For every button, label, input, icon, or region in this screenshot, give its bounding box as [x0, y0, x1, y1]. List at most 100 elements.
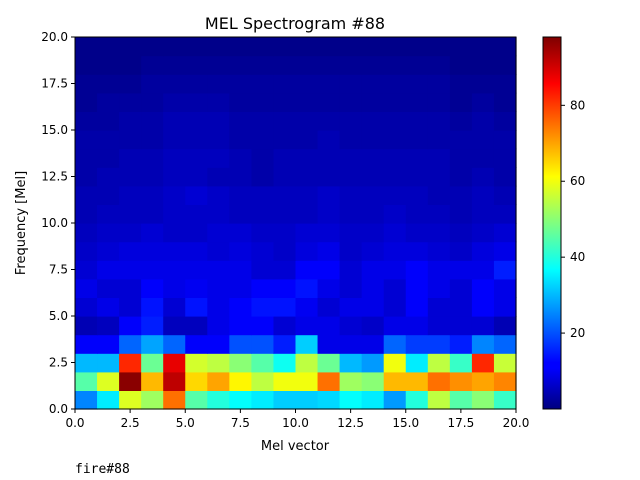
heatmap-cell	[405, 130, 429, 150]
heatmap-cell	[207, 297, 230, 317]
heatmap-cell	[97, 92, 120, 112]
y-tick-label: 17.5	[41, 77, 68, 91]
y-tick-label: 7.5	[49, 263, 68, 277]
heatmap-cell	[251, 55, 275, 75]
heatmap-cell	[449, 92, 473, 112]
heatmap-cell	[251, 74, 275, 94]
heatmap-cell	[493, 316, 517, 336]
heatmap-cell	[141, 74, 164, 94]
heatmap-cell	[229, 353, 252, 373]
heatmap-cell	[251, 260, 275, 280]
heatmap-cell	[229, 316, 252, 336]
heatmap-cell	[427, 130, 451, 150]
heatmap-cell	[449, 130, 473, 150]
heatmap-cell	[163, 278, 186, 298]
heatmap-cell	[119, 130, 142, 150]
heatmap-cell	[119, 316, 142, 336]
heatmap-cell	[207, 316, 230, 336]
heatmap-cell	[449, 167, 473, 187]
heatmap-cell	[471, 55, 495, 75]
heatmap-cell	[163, 148, 186, 168]
heatmap-cell	[207, 390, 230, 410]
heatmap-cell	[493, 241, 517, 261]
heatmap-cell	[405, 55, 429, 75]
heatmap-cell	[317, 353, 341, 373]
heatmap-cell	[317, 130, 341, 150]
heatmap-cell	[141, 130, 164, 150]
caption: fire#88	[75, 462, 130, 477]
heatmap-cell	[493, 278, 517, 298]
heatmap-cell	[361, 223, 385, 243]
heatmap-cell	[75, 37, 98, 57]
heatmap-cell	[273, 130, 297, 150]
heatmap-cell	[273, 204, 297, 224]
heatmap-cell	[361, 390, 385, 410]
heatmap-cell	[273, 92, 297, 112]
heatmap-cell	[383, 297, 407, 317]
heatmap-cell	[405, 223, 429, 243]
heatmap-cell	[75, 241, 98, 261]
heatmap-cell	[97, 353, 120, 373]
heatmap-cell	[229, 92, 252, 112]
heatmap-cell	[185, 204, 208, 224]
heatmap-cell	[229, 37, 252, 57]
heatmap-cell	[449, 371, 473, 391]
heatmap-cell	[75, 353, 98, 373]
heatmap-cell	[361, 353, 385, 373]
heatmap-cell	[295, 241, 319, 261]
heatmap-cell	[207, 92, 230, 112]
heatmap-cell	[163, 130, 186, 150]
heatmap-cell	[427, 167, 451, 187]
heatmap-cell	[119, 241, 142, 261]
heatmap-cell	[449, 334, 473, 354]
heatmap-cell	[405, 167, 429, 187]
heatmap-cell	[361, 37, 385, 57]
heatmap-cell	[229, 223, 252, 243]
heatmap-cell	[449, 390, 473, 410]
heatmap-cell	[405, 353, 429, 373]
heatmap-cell	[405, 334, 429, 354]
heatmap-cell	[229, 204, 252, 224]
heatmap-cell	[163, 111, 186, 131]
heatmap-cell	[207, 111, 230, 131]
heatmap-cell	[229, 167, 252, 187]
colorbar-tick-label: 20	[570, 326, 585, 340]
heatmap-cell	[471, 167, 495, 187]
heatmap-cell	[361, 297, 385, 317]
heatmap-cell	[229, 371, 252, 391]
heatmap-cell	[449, 278, 473, 298]
heatmap-cell	[229, 74, 252, 94]
heatmap-cell	[141, 297, 164, 317]
heatmap-cell	[97, 297, 120, 317]
heatmap-cell	[207, 223, 230, 243]
heatmap-cell	[493, 74, 517, 94]
heatmap-cell	[229, 111, 252, 131]
heatmap-cell	[471, 37, 495, 57]
heatmap-cell	[229, 130, 252, 150]
heatmap-cell	[273, 278, 297, 298]
heatmap-cell	[119, 37, 142, 57]
heatmap-cell	[493, 148, 517, 168]
heatmap-cell	[317, 55, 341, 75]
heatmap-cell	[119, 167, 142, 187]
heatmap-cell	[207, 353, 230, 373]
heatmap-cell	[119, 390, 142, 410]
heatmap-cell	[471, 204, 495, 224]
x-axis-ticks: 0.0 2.5 5.0 7.5 10.0 12.5 15.0 17.5 20.0	[65, 409, 529, 430]
heatmap-cell	[163, 92, 186, 112]
heatmap-cell	[317, 371, 341, 391]
heatmap-cell	[251, 297, 275, 317]
heatmap-cell	[361, 55, 385, 75]
heatmap-cell	[339, 148, 363, 168]
y-tick-label: 12.5	[41, 170, 68, 184]
heatmap-cell	[97, 260, 120, 280]
heatmap-cell	[141, 278, 164, 298]
heatmap-cell	[207, 260, 230, 280]
heatmap-cell	[119, 297, 142, 317]
y-tick-label: 2.5	[49, 356, 68, 370]
heatmap-cell	[97, 334, 120, 354]
heatmap-cell	[317, 316, 341, 336]
heatmap-cell	[273, 223, 297, 243]
heatmap-cell	[493, 390, 517, 410]
heatmap-cell	[317, 390, 341, 410]
